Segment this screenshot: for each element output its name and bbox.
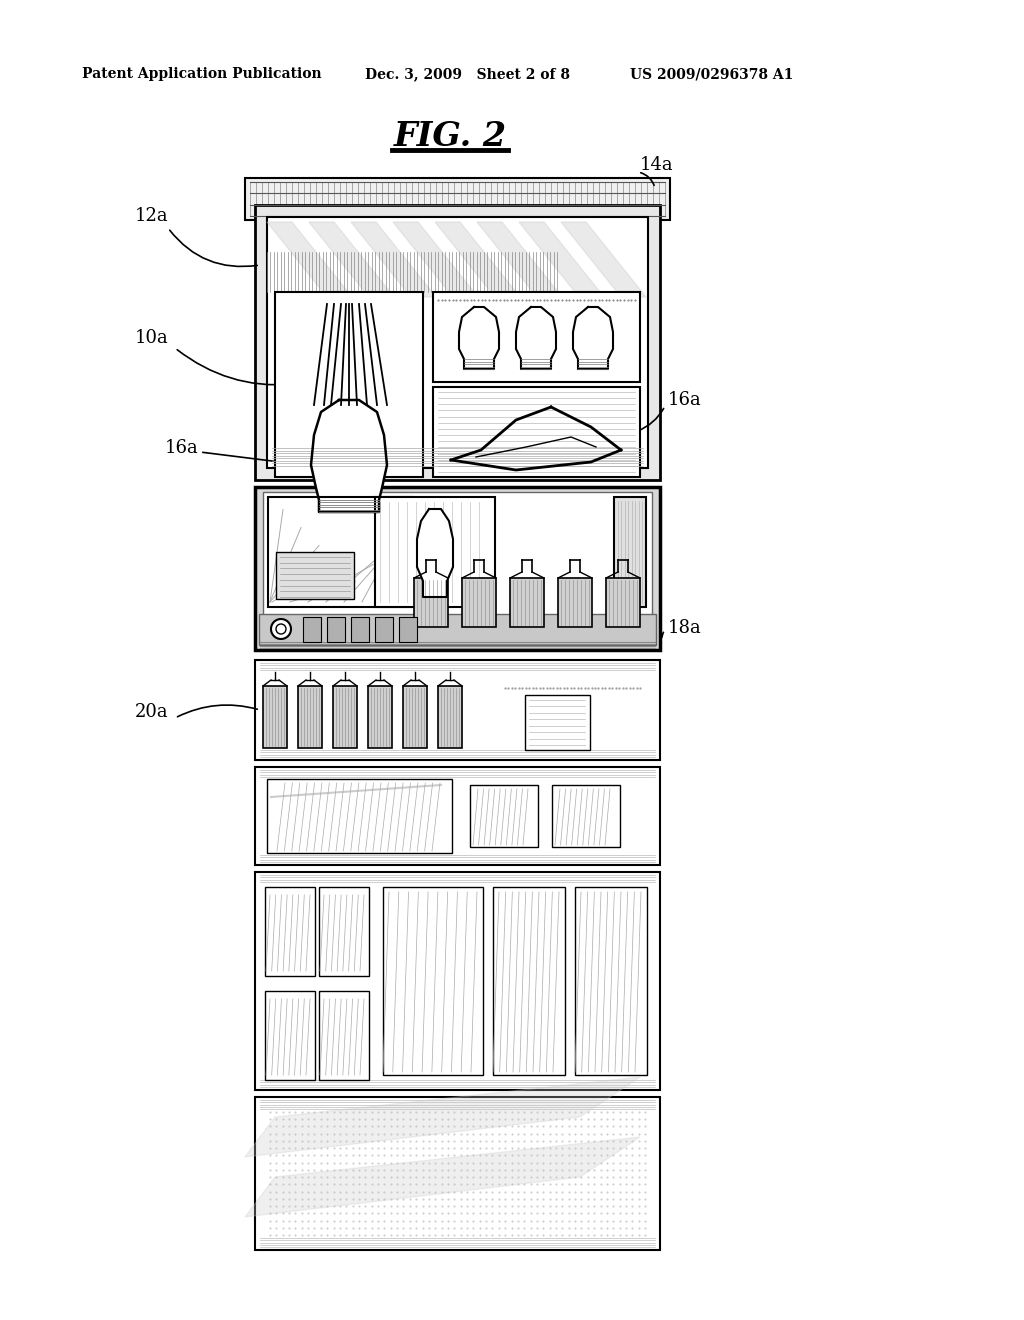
Bar — [255, 873, 660, 1090]
Bar — [255, 205, 660, 480]
Polygon shape — [351, 222, 436, 297]
Bar — [265, 991, 315, 1080]
Polygon shape — [267, 222, 352, 297]
Bar — [438, 686, 462, 748]
Polygon shape — [245, 1137, 640, 1217]
Polygon shape — [245, 1077, 640, 1158]
Bar — [298, 686, 322, 748]
Text: 20a: 20a — [135, 704, 169, 721]
Polygon shape — [477, 222, 562, 297]
Circle shape — [271, 619, 291, 639]
Text: 14a: 14a — [640, 156, 674, 174]
Bar — [275, 292, 423, 477]
Polygon shape — [393, 222, 478, 297]
Text: 18a: 18a — [668, 619, 701, 638]
Polygon shape — [435, 222, 520, 297]
Bar — [263, 492, 652, 616]
Polygon shape — [309, 222, 394, 297]
Bar — [510, 578, 544, 627]
Bar — [255, 487, 660, 649]
Polygon shape — [519, 222, 604, 297]
Polygon shape — [417, 510, 453, 597]
Polygon shape — [516, 308, 556, 370]
Bar — [433, 292, 640, 381]
Bar — [265, 887, 315, 975]
Bar — [383, 887, 483, 1074]
Bar — [375, 616, 393, 642]
Bar — [403, 686, 427, 748]
Bar — [255, 660, 660, 760]
Bar — [552, 785, 620, 847]
Text: 16a: 16a — [668, 391, 701, 409]
Polygon shape — [459, 308, 499, 370]
Bar — [259, 614, 656, 645]
Bar — [614, 498, 646, 607]
Bar — [333, 686, 357, 748]
Bar — [276, 552, 354, 599]
Text: 16a: 16a — [165, 440, 199, 457]
Bar — [255, 1097, 660, 1250]
Bar — [303, 616, 321, 642]
Bar — [525, 696, 590, 750]
Bar — [319, 887, 369, 975]
Bar — [399, 616, 417, 642]
Bar — [606, 578, 640, 627]
Text: Patent Application Publication: Patent Application Publication — [82, 67, 322, 81]
Bar — [462, 578, 496, 627]
Bar — [470, 785, 538, 847]
Bar — [558, 578, 592, 627]
Bar — [263, 686, 287, 748]
Bar — [368, 686, 392, 748]
Bar — [245, 178, 670, 220]
Text: US 2009/0296378 A1: US 2009/0296378 A1 — [630, 67, 794, 81]
Bar — [319, 991, 369, 1080]
Bar — [493, 887, 565, 1074]
Bar — [255, 767, 660, 865]
Bar — [267, 779, 452, 853]
Bar — [351, 616, 369, 642]
Text: 10a: 10a — [135, 329, 169, 347]
Circle shape — [276, 624, 286, 634]
Bar — [267, 216, 648, 469]
Polygon shape — [573, 308, 613, 370]
Polygon shape — [561, 222, 646, 297]
Text: FIG. 2: FIG. 2 — [393, 120, 507, 153]
Bar — [433, 387, 640, 477]
Bar — [414, 578, 449, 627]
Bar — [575, 887, 647, 1074]
Bar — [327, 616, 345, 642]
Bar — [268, 498, 413, 607]
Polygon shape — [311, 400, 387, 512]
Text: 12a: 12a — [135, 207, 169, 224]
Text: Dec. 3, 2009   Sheet 2 of 8: Dec. 3, 2009 Sheet 2 of 8 — [365, 67, 570, 81]
Bar — [375, 498, 495, 607]
